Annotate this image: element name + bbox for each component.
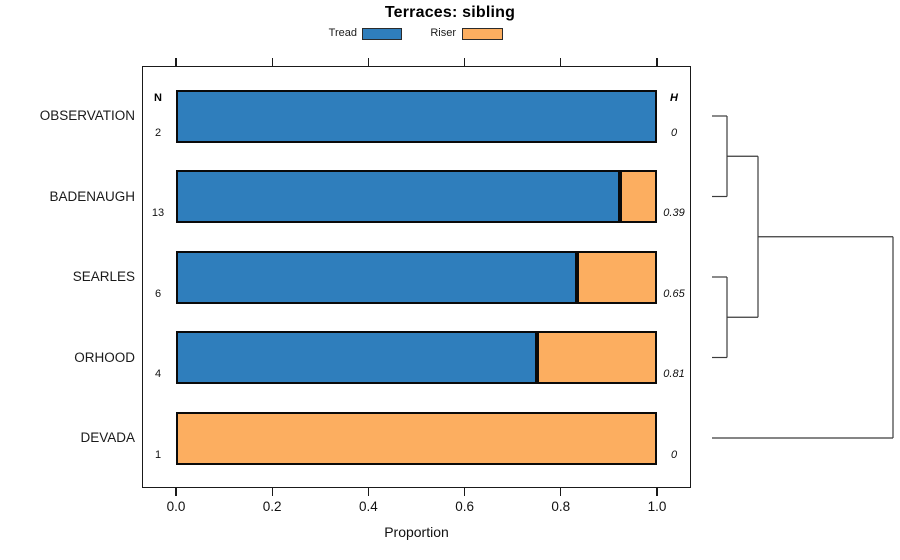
x-tick-top <box>560 58 562 66</box>
n-value: 13 <box>151 207 165 219</box>
legend-swatch-tread <box>362 28 402 40</box>
riser-bar-segment <box>537 331 657 384</box>
x-tick-top <box>656 58 658 66</box>
x-tick-bottom <box>175 488 177 496</box>
x-tick-bottom <box>367 488 370 496</box>
category-label: SEARLES <box>72 269 135 284</box>
x-tick-label: 1.0 <box>647 499 667 514</box>
h-value: 0.39 <box>663 207 685 219</box>
x-tick-bottom <box>656 488 658 496</box>
x-tick-label: 0.2 <box>262 499 282 514</box>
x-tick-label: 0.8 <box>551 499 571 514</box>
n-value: 1 <box>154 448 162 461</box>
x-tick-label: 0.0 <box>166 499 186 514</box>
x-axis-title: Proportion <box>384 524 449 540</box>
x-tick-top <box>463 58 466 66</box>
x-tick-bottom <box>463 488 466 496</box>
x-tick-label: 0.4 <box>359 499 378 514</box>
n-column-header: N <box>154 92 162 104</box>
legend-label-tread: Tread <box>328 27 357 39</box>
x-tick-bottom <box>560 488 562 496</box>
tread-bar-segment <box>176 250 577 304</box>
h-column-header: H <box>670 92 678 104</box>
category-label: BADENAUGH <box>49 188 135 204</box>
chart-title: Terraces: sibling <box>384 4 516 21</box>
category-label: ORHOOD <box>74 349 135 365</box>
x-tick-bottom <box>271 488 273 496</box>
n-value: 2 <box>154 126 162 139</box>
riser-bar-segment <box>620 170 657 223</box>
h-value: 0 <box>670 448 678 461</box>
riser-bar-segment <box>577 250 657 304</box>
legend-label-riser: Riser <box>430 27 456 39</box>
x-tick-top <box>271 58 273 66</box>
riser-bar-segment <box>176 411 657 465</box>
h-value: 0 <box>670 126 678 139</box>
category-label: DEVADA <box>80 430 135 445</box>
tread-bar-segment <box>176 170 620 223</box>
h-value: 0.81 <box>663 368 685 380</box>
x-tick-label: 0.6 <box>455 499 474 514</box>
n-value: 4 <box>154 368 162 380</box>
tread-bar-segment <box>176 331 537 384</box>
h-value: 0.65 <box>663 287 685 300</box>
x-tick-top <box>175 58 177 66</box>
plot-area-frame <box>142 66 691 488</box>
x-tick-top <box>367 58 370 66</box>
legend-swatch-riser <box>462 28 503 40</box>
tread-bar-segment <box>176 89 657 143</box>
category-label: OBSERVATION <box>39 108 135 123</box>
n-value: 6 <box>154 287 162 300</box>
